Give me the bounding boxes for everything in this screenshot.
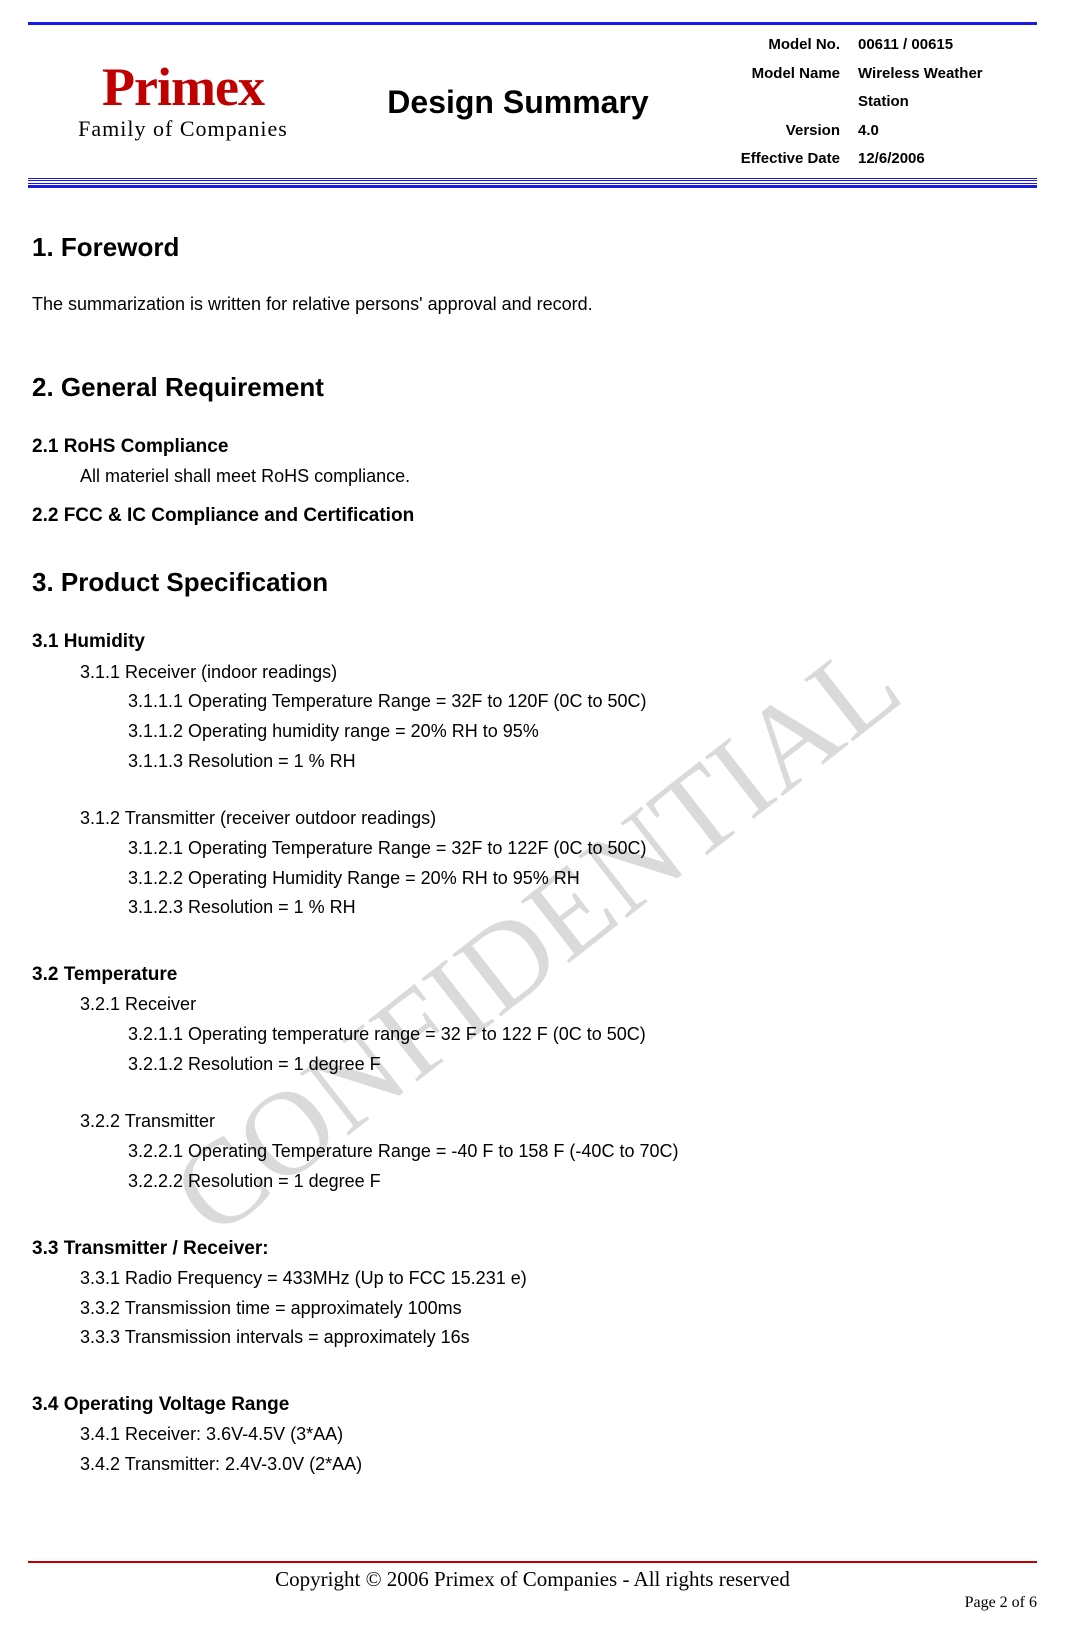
section-3-3-heading: 3.3 Transmitter / Receiver: xyxy=(32,1233,1033,1264)
meta-label: Model No. xyxy=(708,31,858,60)
spec-line: 3.1.2.2 Operating Humidity Range = 20% R… xyxy=(32,864,1033,894)
section-1-title: 1. Foreword xyxy=(32,226,1033,269)
section-2-2-heading: 2.2 FCC & IC Compliance and Certificatio… xyxy=(32,500,1033,531)
meta-value: 00611 / 00615 xyxy=(858,31,1037,60)
top-rule xyxy=(28,22,1037,25)
spacer xyxy=(32,776,1033,804)
spec-line: 3.1.2.1 Operating Temperature Range = 32… xyxy=(32,834,1033,864)
meta-row: Model No. 00611 / 00615 xyxy=(708,31,1037,60)
page-number: Page 2 of 6 xyxy=(28,1594,1037,1612)
logo-tagline: Family of Companies xyxy=(78,116,288,142)
spec-line: 3.2.1.2 Resolution = 1 degree F xyxy=(32,1050,1033,1080)
spec-line: 3.3.1 Radio Frequency = 433MHz (Up to FC… xyxy=(32,1264,1033,1294)
meta-value: 12/6/2006 xyxy=(858,145,1037,174)
document-title: Design Summary xyxy=(387,84,648,121)
spec-line: 3.1.2 Transmitter (receiver outdoor read… xyxy=(32,804,1033,834)
spec-line: 3.1.1.3 Resolution = 1 % RH xyxy=(32,747,1033,777)
spec-line: 3.3.3 Transmission intervals = approxima… xyxy=(32,1323,1033,1353)
spec-line: 3.1.2.3 Resolution = 1 % RH xyxy=(32,893,1033,923)
footer-rule xyxy=(28,1561,1037,1563)
meta-row: Effective Date 12/6/2006 xyxy=(708,145,1037,174)
spacer xyxy=(32,923,1033,951)
meta-value: 4.0 xyxy=(858,117,1037,146)
spacer xyxy=(32,1079,1033,1107)
spec-line: 3.1.1.2 Operating humidity range = 20% R… xyxy=(32,717,1033,747)
section-3-1-heading: 3.1 Humidity xyxy=(32,626,1033,657)
section-1-body: The summarization is written for relativ… xyxy=(32,290,1033,320)
document-header: Primex Family of Companies Design Summar… xyxy=(28,27,1037,181)
section-3-2-heading: 3.2 Temperature xyxy=(32,959,1033,990)
section-2-1-body: All materiel shall meet RoHS compliance. xyxy=(32,462,1033,492)
meta-row: Model Name Wireless Weather Station xyxy=(708,60,1037,117)
logo-block: Primex Family of Companies xyxy=(28,27,338,178)
spec-line: 3.2.2 Transmitter xyxy=(32,1107,1033,1137)
spec-line: 3.4.1 Receiver: 3.6V-4.5V (3*AA) xyxy=(32,1420,1033,1450)
section-3-title: 3. Product Specification xyxy=(32,561,1033,604)
meta-row: Version 4.0 xyxy=(708,117,1037,146)
section-3-4-heading: 3.4 Operating Voltage Range xyxy=(32,1389,1033,1420)
meta-label: Version xyxy=(708,117,858,146)
section-2-title: 2. General Requirement xyxy=(32,366,1033,409)
spec-line: 3.2.1.1 Operating temperature range = 32… xyxy=(32,1020,1033,1050)
spec-line: 3.2.2.1 Operating Temperature Range = -4… xyxy=(32,1137,1033,1167)
spec-line: 3.4.2 Transmitter: 2.4V-3.0V (2*AA) xyxy=(32,1450,1033,1480)
footer-copyright: Copyright © 2006 Primex of Companies - A… xyxy=(28,1567,1037,1592)
spec-line: 3.1.1 Receiver (indoor readings) xyxy=(32,658,1033,688)
title-block: Design Summary xyxy=(338,27,698,178)
spec-line: 3.2.1 Receiver xyxy=(32,990,1033,1020)
document-footer: Copyright © 2006 Primex of Companies - A… xyxy=(28,1561,1037,1612)
document-body: 1. Foreword The summarization is written… xyxy=(28,188,1037,1480)
meta-value: Wireless Weather Station xyxy=(858,60,1037,117)
section-2-1-heading: 2.1 RoHS Compliance xyxy=(32,431,1033,462)
spacer xyxy=(32,1197,1033,1225)
meta-label: Model Name xyxy=(708,60,858,117)
spec-line: 3.1.1.1 Operating Temperature Range = 32… xyxy=(32,687,1033,717)
spec-line: 3.3.2 Transmission time = approximately … xyxy=(32,1294,1033,1324)
meta-label: Effective Date xyxy=(708,145,858,174)
spec-line: 3.2.2.2 Resolution = 1 degree F xyxy=(32,1167,1033,1197)
logo-name: Primex xyxy=(102,60,264,114)
meta-block: Model No. 00611 / 00615 Model Name Wirel… xyxy=(698,27,1037,178)
spacer xyxy=(32,1353,1033,1381)
